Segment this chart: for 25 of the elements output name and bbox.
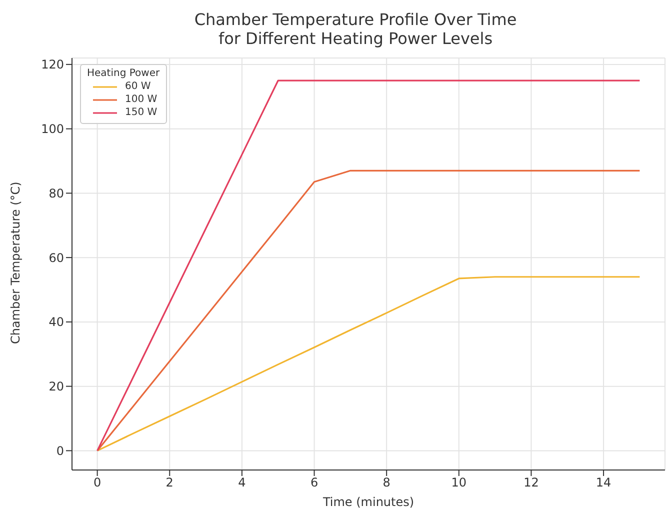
x-axis-title: Time (minutes) <box>322 495 414 508</box>
line-series <box>96 80 640 452</box>
y-axis-title: Chamber Temperature (°C) <box>8 182 22 344</box>
line-series <box>96 170 640 452</box>
y-tick-label: 40 <box>48 315 64 330</box>
x-tick-label: 10 <box>451 476 467 490</box>
x-tick-label: 2 <box>166 476 174 490</box>
x-tick-label: 0 <box>93 476 102 490</box>
x-tick-label: 6 <box>310 476 318 490</box>
y-tick-label: 0 <box>56 444 64 458</box>
y-tick-label: 20 <box>48 380 64 394</box>
chart-title: Chamber Temperature Profile Over Time for Different Heating Power Levels <box>193 10 518 48</box>
line-series <box>96 276 640 452</box>
legend-label: 100 W <box>125 94 158 105</box>
x-tick-label: 4 <box>238 476 246 490</box>
y-tick-label: 60 <box>48 250 64 265</box>
y-tick-label: 80 <box>48 186 64 200</box>
x-tick-label: 12 <box>524 476 539 490</box>
x-tick-label: 14 <box>596 476 612 490</box>
y-tick-label: 100 <box>41 122 64 136</box>
y-tick-label: 120 <box>41 58 64 72</box>
legend-title: Heating Power <box>87 68 160 79</box>
legend-label: 60 W <box>125 81 151 92</box>
x-tick-label: 8 <box>382 476 390 490</box>
legend-label: 150 W <box>125 107 158 118</box>
